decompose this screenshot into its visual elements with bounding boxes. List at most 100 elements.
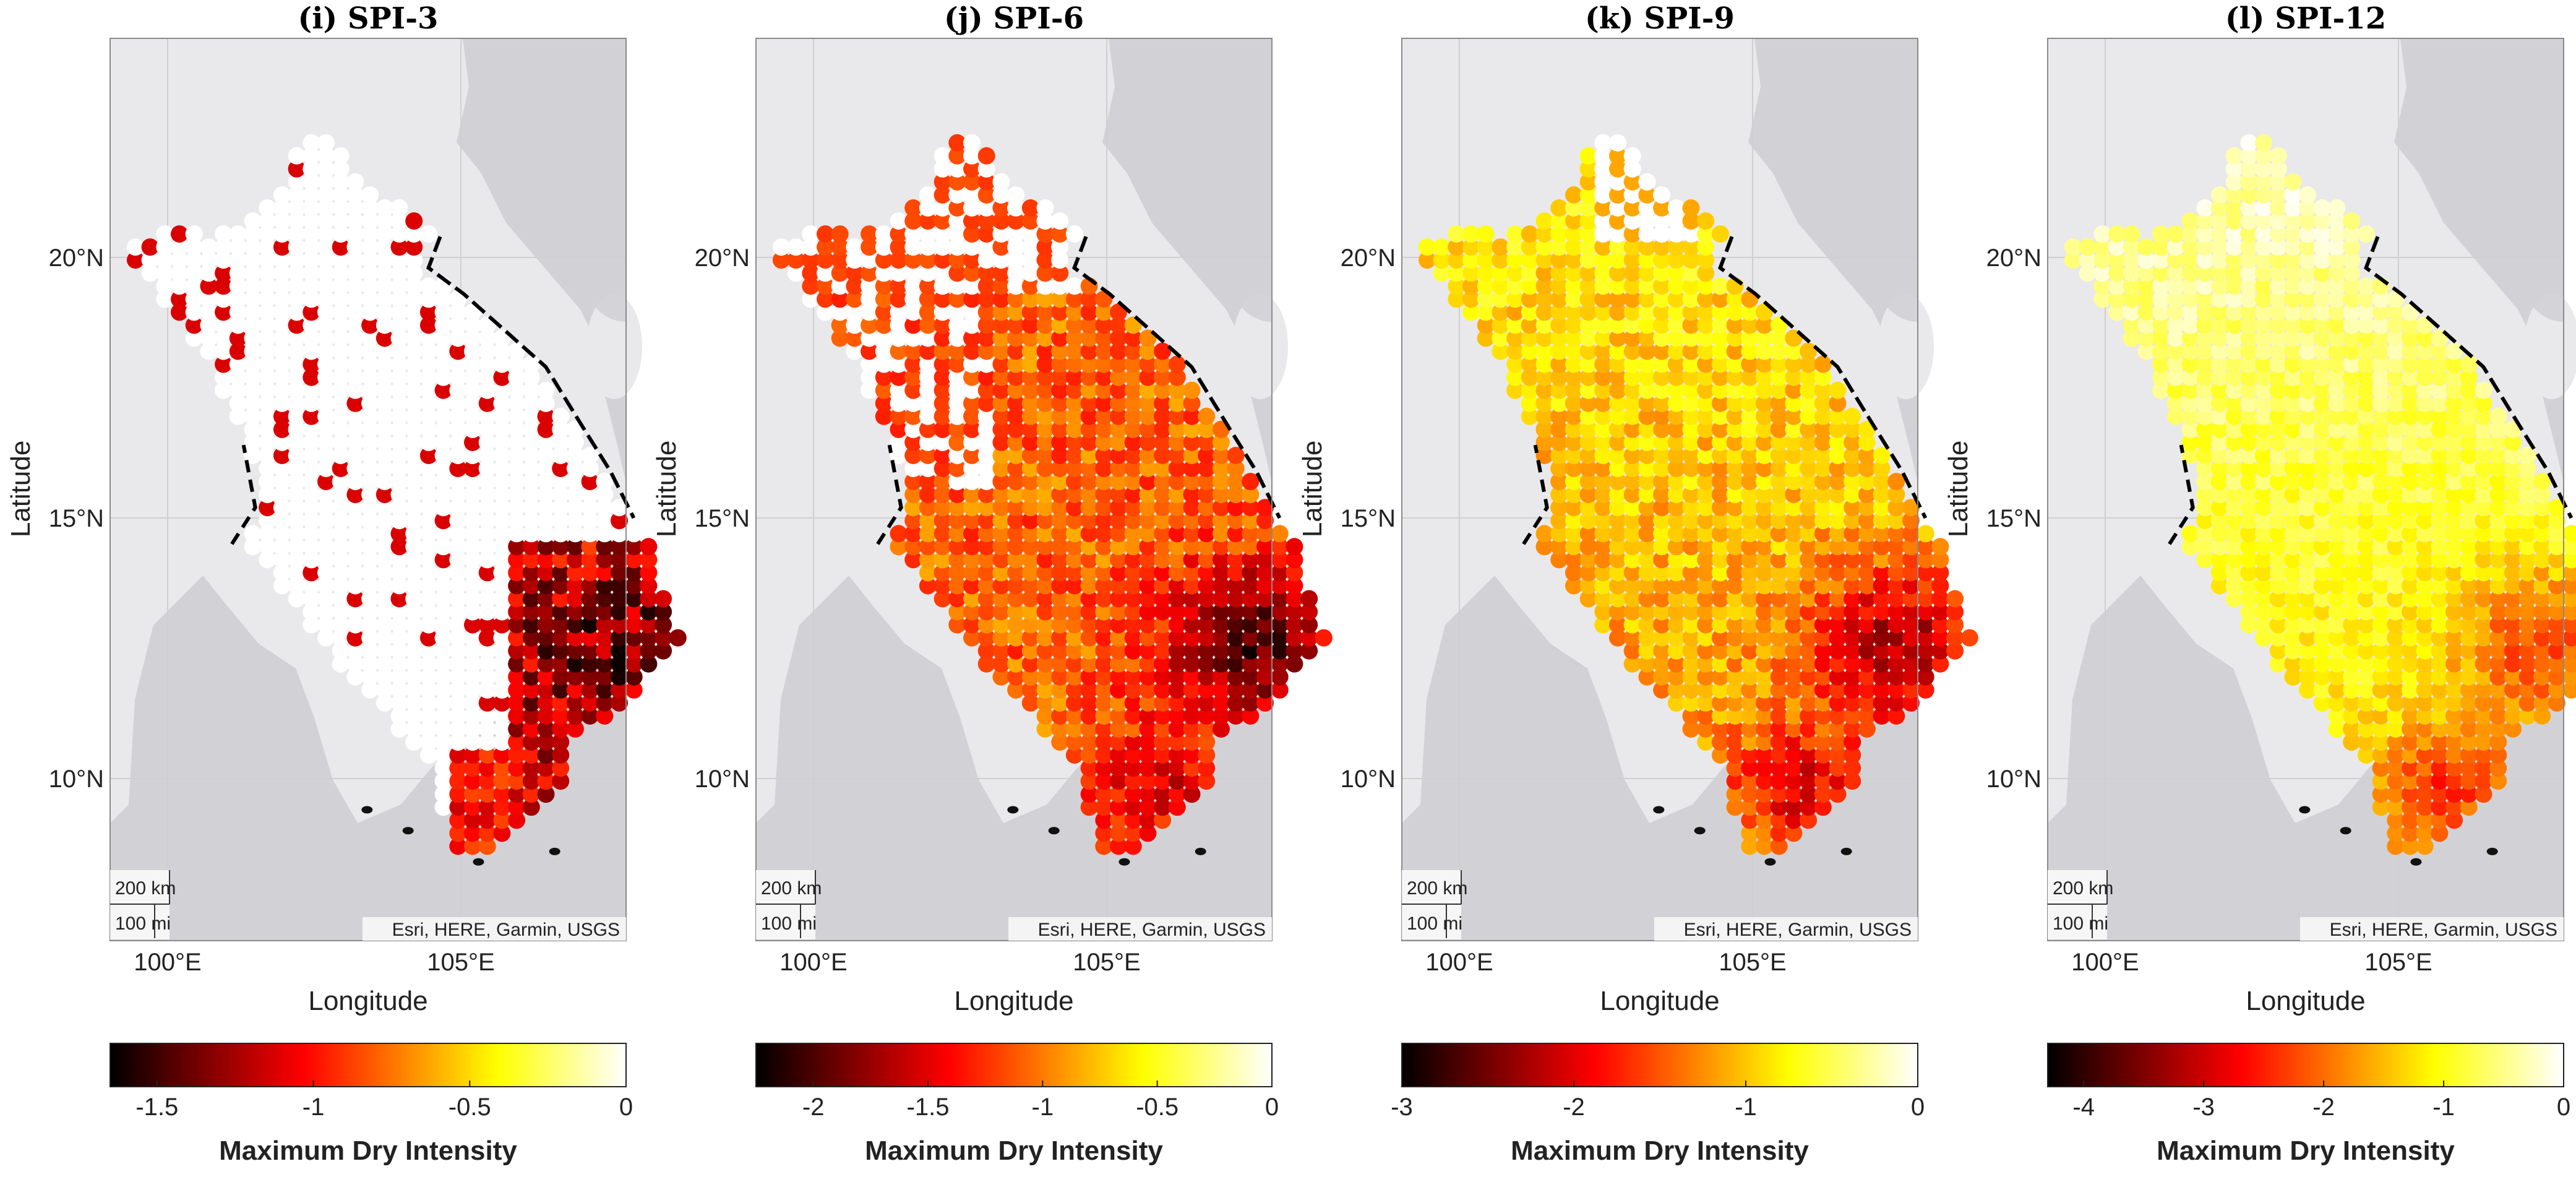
grid-cell xyxy=(508,655,526,673)
grid-cell xyxy=(1007,225,1025,243)
grid-cell xyxy=(405,551,423,569)
grid-cell xyxy=(332,629,350,647)
grid-cell xyxy=(1800,564,1818,582)
grid-cell xyxy=(1535,303,1553,321)
grid-cell xyxy=(963,303,981,321)
grid-cell xyxy=(1036,577,1054,595)
grid-cell xyxy=(919,342,937,360)
grid-cell xyxy=(2357,277,2375,295)
grid-cell xyxy=(1521,381,1539,399)
grid-cell xyxy=(2328,264,2346,282)
grid-cell xyxy=(977,486,995,504)
grid-cell xyxy=(405,212,423,230)
grid-cell xyxy=(2313,368,2331,386)
grid-cell xyxy=(934,420,951,438)
grid-cell xyxy=(1609,225,1626,243)
grid-cell xyxy=(566,447,584,464)
grid-cell xyxy=(419,394,437,412)
grid-cell xyxy=(478,720,496,738)
grid-cell xyxy=(2402,798,2419,816)
grid-cell xyxy=(1256,694,1274,712)
grid-cell xyxy=(1756,603,1773,621)
grid-cell xyxy=(419,694,437,712)
grid-cell xyxy=(1154,798,1172,816)
grid-cell xyxy=(1183,577,1201,595)
grid-cell xyxy=(2255,473,2272,491)
grid-cell xyxy=(303,407,320,425)
grid-cell xyxy=(1139,603,1157,621)
grid-cell xyxy=(1726,707,1744,725)
grid-cell xyxy=(875,355,893,373)
grid-cell xyxy=(1814,772,1832,790)
scale-label-mi: 100 mi xyxy=(2053,913,2108,934)
grid-cell xyxy=(2299,368,2317,386)
grid-cell xyxy=(317,590,335,608)
grid-cell xyxy=(537,681,555,699)
grid-cell xyxy=(890,355,908,373)
grid-cell xyxy=(449,525,467,543)
grid-cell xyxy=(1609,407,1626,425)
grid-cell xyxy=(2255,225,2272,243)
grid-cell xyxy=(2123,225,2140,243)
grid-cell xyxy=(2284,629,2302,647)
grid-cell xyxy=(1110,577,1127,595)
grid-cell xyxy=(552,538,570,556)
grid-cell xyxy=(508,551,526,569)
grid-cell xyxy=(1550,329,1568,347)
grid-cell xyxy=(2181,303,2199,321)
basin-border xyxy=(1072,236,1282,519)
grid-cell xyxy=(273,499,291,517)
grid-cell xyxy=(1785,707,1803,725)
grid-cell xyxy=(2445,538,2463,556)
grid-cell xyxy=(2240,355,2258,373)
grid-cell xyxy=(1300,590,1318,608)
grid-cell xyxy=(1212,460,1230,477)
grid-cell xyxy=(229,290,247,308)
grid-cell xyxy=(2445,772,2463,790)
grid-cell xyxy=(1286,590,1303,608)
grid-cell xyxy=(596,694,614,712)
grid-cell xyxy=(919,368,937,386)
grid-cell xyxy=(1594,316,1612,334)
grid-cell xyxy=(2225,225,2243,243)
grid-cell xyxy=(1021,655,1039,673)
grid-cell xyxy=(1110,473,1127,491)
grid-cell xyxy=(1021,642,1039,660)
grid-cell xyxy=(2489,486,2507,504)
grid-cell xyxy=(1007,447,1025,464)
grid-cell xyxy=(478,342,496,360)
grid-cell xyxy=(1110,433,1127,451)
grid-cell xyxy=(1887,668,1905,686)
grid-cell xyxy=(1623,238,1641,256)
grid-cell xyxy=(2225,381,2243,399)
grid-cell xyxy=(464,668,481,686)
grid-cell xyxy=(2313,433,2331,451)
grid-cell xyxy=(1697,420,1715,438)
grid-cell xyxy=(2240,616,2258,634)
grid-cell xyxy=(1579,525,1597,543)
grid-cell xyxy=(1814,473,1832,491)
grid-cell xyxy=(890,264,908,282)
grid-cell xyxy=(2240,499,2258,517)
grid-cell xyxy=(1667,655,1685,673)
grid-cell xyxy=(1448,290,1466,308)
grid-cell xyxy=(2460,355,2478,373)
grid-cell xyxy=(478,668,496,686)
grid-cell xyxy=(390,681,408,699)
grid-cell xyxy=(1036,447,1054,464)
grid-cell xyxy=(1697,238,1715,256)
grid-cell xyxy=(1036,720,1054,738)
grid-cell xyxy=(2372,538,2390,556)
grid-cell xyxy=(1858,512,1876,530)
grid-cell xyxy=(449,381,467,399)
grid-cell xyxy=(332,655,350,673)
grid-cell xyxy=(1858,655,1876,673)
grid-cell xyxy=(522,694,540,712)
grid-cell xyxy=(919,199,937,217)
grid-cell xyxy=(934,342,951,360)
grid-cell xyxy=(1110,837,1127,855)
grid-cell xyxy=(2460,486,2478,504)
grid-cell xyxy=(1550,238,1568,256)
grid-cell xyxy=(259,303,277,321)
grid-cell xyxy=(2460,525,2478,543)
